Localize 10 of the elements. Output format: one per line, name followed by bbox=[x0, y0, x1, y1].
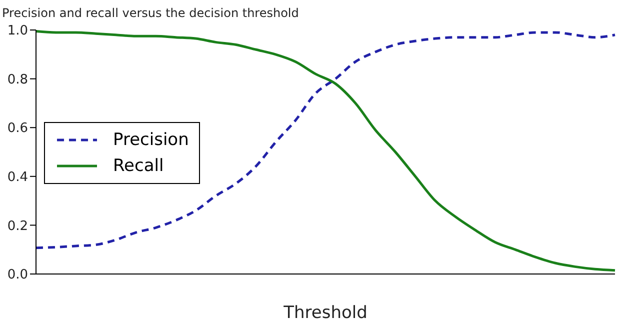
y-tick-label: 0.4 bbox=[7, 170, 28, 186]
x-axis-title: Threshold bbox=[282, 303, 368, 322]
y-tick-label: 0.6 bbox=[7, 121, 28, 136]
y-tick-label: 1.0 bbox=[7, 24, 28, 39]
chart-title: Precision and recall versus the decision threshold bbox=[2, 6, 299, 20]
legend-label: Recall bbox=[113, 156, 164, 176]
y-tick-label: 0.0 bbox=[7, 268, 28, 283]
y-tick-label: 0.2 bbox=[7, 218, 28, 234]
legend-label: Precision bbox=[113, 130, 189, 150]
y-tick-label: 0.8 bbox=[7, 72, 28, 88]
